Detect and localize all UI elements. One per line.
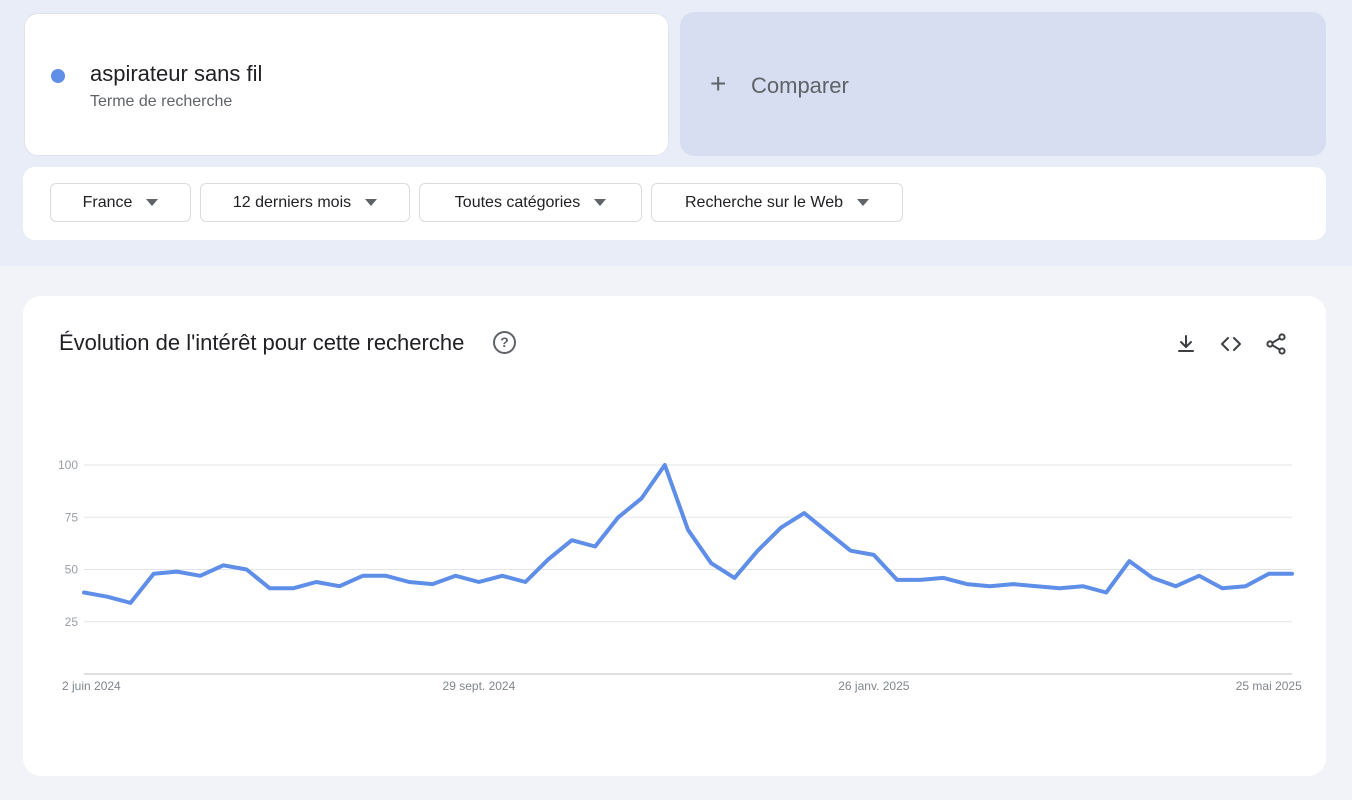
plus-icon: +: [710, 68, 727, 99]
caret-down-icon: [594, 199, 607, 206]
search-term-title[interactable]: aspirateur sans fil: [90, 61, 263, 86]
y-tick-label: 25: [65, 615, 79, 629]
caret-down-icon: [857, 199, 869, 206]
filter-search-type[interactable]: Recherche sur le Web: [651, 183, 903, 222]
series-line: [82, 463, 1294, 605]
filter-time-range-label: 12 derniers mois: [232, 193, 352, 211]
filter-region-label: France: [82, 193, 133, 211]
search-term-card[interactable]: aspirateur sans fil Terme de recherche: [24, 13, 669, 156]
y-tick-label: 50: [65, 563, 79, 577]
share-icon[interactable]: [1264, 332, 1288, 356]
filter-region[interactable]: France: [50, 183, 191, 222]
x-tick-label: 2 juin 2024: [62, 679, 121, 693]
embed-code-icon[interactable]: [1219, 332, 1243, 356]
chart-section-title: Évolution de l'intérêt pour cette recher…: [59, 330, 465, 355]
filter-search-type-label: Recherche sur le Web: [685, 193, 843, 211]
filter-time-range[interactable]: 12 derniers mois: [200, 183, 410, 222]
x-tick-label: 26 janv. 2025: [838, 679, 909, 693]
filter-category[interactable]: Toutes catégories: [419, 183, 642, 222]
filter-category-label: Toutes catégories: [454, 193, 581, 211]
download-icon[interactable]: [1174, 332, 1198, 356]
x-tick-label: 25 mai 2025: [1236, 679, 1302, 693]
caret-down-icon: [146, 199, 159, 206]
compare-label: Comparer: [751, 73, 849, 98]
y-tick-label: 75: [65, 510, 79, 524]
help-circle-icon[interactable]: ?: [493, 331, 516, 354]
compare-button[interactable]: + Comparer: [680, 12, 1326, 156]
y-tick-label: 100: [58, 458, 78, 472]
trend-line-chart: 25 50 75 100 2 juin 2024 29 sept. 2024 26 janv…: [58, 458, 1302, 693]
filter-bar: France 12 derniers mois Toutes catégorie…: [23, 167, 1326, 240]
caret-down-icon: [365, 199, 378, 206]
x-tick-label: 29 sept. 2024: [443, 679, 516, 693]
series-color-dot: [51, 69, 65, 83]
search-term-type: Terme de recherche: [90, 93, 233, 110]
interest-over-time-card: Évolution de l'intérêt pour cette recher…: [23, 296, 1326, 776]
